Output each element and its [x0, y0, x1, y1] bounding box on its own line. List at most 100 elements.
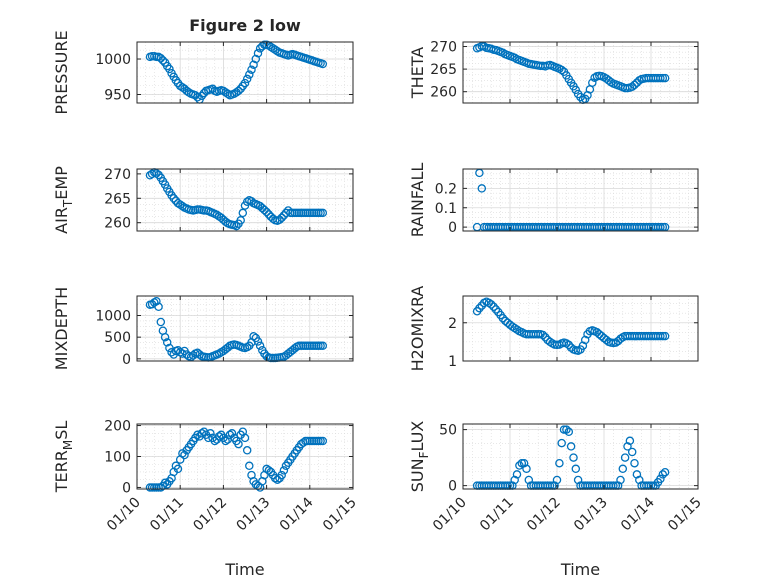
- data-point: [214, 349, 224, 358]
- data-point: [262, 207, 271, 217]
- data-point: [152, 296, 161, 306]
- data-point: [588, 78, 597, 87]
- x-tick-label: 01/12: [190, 495, 230, 535]
- data-point: [162, 338, 172, 347]
- data-point: [564, 427, 574, 437]
- data-point: [533, 329, 543, 339]
- data-point: [268, 44, 278, 53]
- series: [145, 168, 328, 231]
- data-point: [630, 80, 639, 90]
- data-point: [229, 89, 239, 99]
- data-point: [249, 60, 258, 69]
- data-point: [281, 208, 291, 218]
- data-point: [517, 458, 527, 468]
- axes-box: [462, 41, 699, 104]
- data-point: [264, 210, 274, 219]
- y-axis-label: MIXDEPTH: [52, 287, 71, 370]
- data-point: [602, 335, 611, 345]
- data-point: [206, 429, 215, 438]
- axes-box: [136, 41, 354, 104]
- data-point: [656, 73, 665, 83]
- data-point: [660, 331, 670, 341]
- data-point: [486, 300, 496, 309]
- y-tick-label: 270: [430, 40, 457, 56]
- axes-box: [462, 423, 699, 490]
- data-point: [234, 86, 243, 96]
- data-point: [234, 439, 243, 449]
- data-point: [242, 74, 252, 84]
- y-tick-label: 950: [104, 87, 131, 103]
- series: [145, 296, 328, 363]
- data-point: [571, 464, 581, 474]
- data-point: [630, 458, 639, 468]
- data-point: [253, 337, 263, 346]
- data-point: [618, 464, 628, 474]
- data-point: [656, 474, 665, 484]
- y-tick-label: 0: [122, 480, 131, 496]
- data-point: [578, 341, 588, 350]
- data-point: [160, 478, 170, 488]
- y-tick-label: 1000: [95, 52, 131, 68]
- data-point: [625, 436, 635, 446]
- data-point: [219, 86, 228, 96]
- y-tick-label: 265: [104, 191, 131, 207]
- data-point: [175, 81, 185, 91]
- data-point: [566, 343, 576, 352]
- series: [472, 297, 670, 355]
- data-point: [240, 78, 250, 88]
- plot-area: [463, 296, 698, 361]
- data-point: [247, 65, 256, 74]
- data-point: [227, 429, 237, 438]
- x-tick-label: 01/11: [477, 495, 517, 535]
- data-point: [522, 464, 531, 474]
- axes-box: [462, 295, 699, 362]
- data-point: [524, 475, 534, 485]
- data-point: [223, 89, 232, 99]
- x-tick-label: 01/14: [618, 494, 658, 534]
- data-point: [210, 436, 220, 446]
- x-axis-label: Time: [224, 560, 264, 579]
- data-point: [557, 438, 566, 448]
- data-point: [191, 90, 200, 100]
- data-point: [557, 65, 566, 75]
- data-point: [656, 331, 665, 341]
- y-tick-label: 1000: [95, 309, 131, 325]
- data-point: [236, 216, 245, 225]
- panel-air: 260 265 270 AIRTEMP: [52, 166, 354, 234]
- data-point: [566, 442, 576, 451]
- data-point: [245, 70, 254, 79]
- y-axis-label: PRESSURE: [52, 30, 71, 114]
- data-point: [249, 332, 258, 341]
- data-point: [232, 221, 241, 231]
- data-point: [279, 466, 289, 475]
- axes-box: [136, 168, 354, 232]
- x-tick-label: 01/13: [234, 495, 274, 535]
- data-point: [552, 475, 562, 485]
- y-tick-label: 0.2: [435, 181, 457, 197]
- data-point: [193, 93, 202, 102]
- data-point: [158, 56, 168, 65]
- data-point: [260, 205, 269, 215]
- data-point: [559, 425, 569, 434]
- data-point: [221, 436, 230, 446]
- x-axis-label: Time: [560, 560, 600, 579]
- data-point: [240, 433, 250, 443]
- axes-box: [136, 295, 354, 362]
- data-point: [178, 201, 187, 211]
- data-point: [238, 208, 248, 218]
- data-point: [173, 464, 183, 474]
- y-axis-label: THETA: [408, 47, 427, 99]
- data-point: [182, 86, 191, 96]
- y-tick-label: 265: [430, 62, 457, 78]
- axes-box: [462, 168, 699, 232]
- data-point: [318, 59, 328, 69]
- data-point: [658, 331, 668, 341]
- data-point: [510, 475, 519, 485]
- data-point: [660, 73, 670, 83]
- data-point: [160, 332, 170, 342]
- data-point: [562, 425, 571, 434]
- plot-area: [463, 169, 698, 231]
- y-tick-label: 270: [104, 167, 131, 183]
- y-axis-label: TERRMSL: [52, 421, 75, 494]
- data-point: [212, 210, 222, 220]
